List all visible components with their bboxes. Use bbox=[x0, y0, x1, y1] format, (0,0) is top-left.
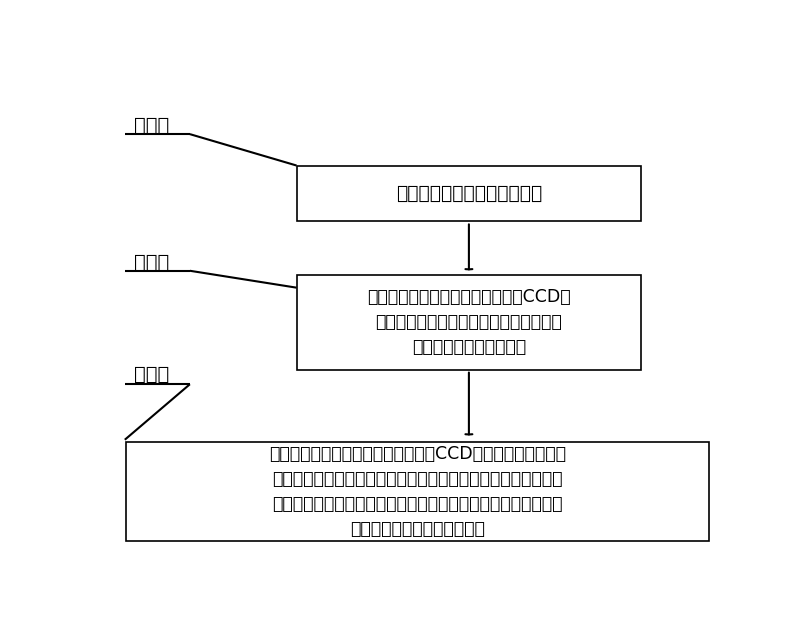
Bar bbox=[297, 166, 641, 221]
Bar bbox=[126, 442, 709, 541]
Text: 调节接收望远镜的视野清晰度: 调节接收望远镜的视野清晰度 bbox=[396, 184, 542, 203]
Text: 步骤二: 步骤二 bbox=[134, 253, 170, 272]
Text: 步骤三: 步骤三 bbox=[134, 365, 170, 384]
Text: 当接收望远镜接收背景光时，获取CCD摄
像机采集到的图像的质心位置，并将该质
心位置作为标准质心位置: 当接收望远镜接收背景光时，获取CCD摄 像机采集到的图像的质心位置，并将该质 心… bbox=[367, 288, 570, 356]
Text: 步骤一: 步骤一 bbox=[134, 117, 170, 135]
Text: 运行激光器，并通过计算机实时计算CCD摄像机采集到的图像
的实时质心位置，再计算实时质心位置与标准质心位置的偏差，
计算机根据该偏差控制第一反射镜的俯仰和方位，: 运行激光器，并通过计算机实时计算CCD摄像机采集到的图像 的实时质心位置，再计算… bbox=[269, 445, 566, 538]
Bar bbox=[297, 275, 641, 369]
